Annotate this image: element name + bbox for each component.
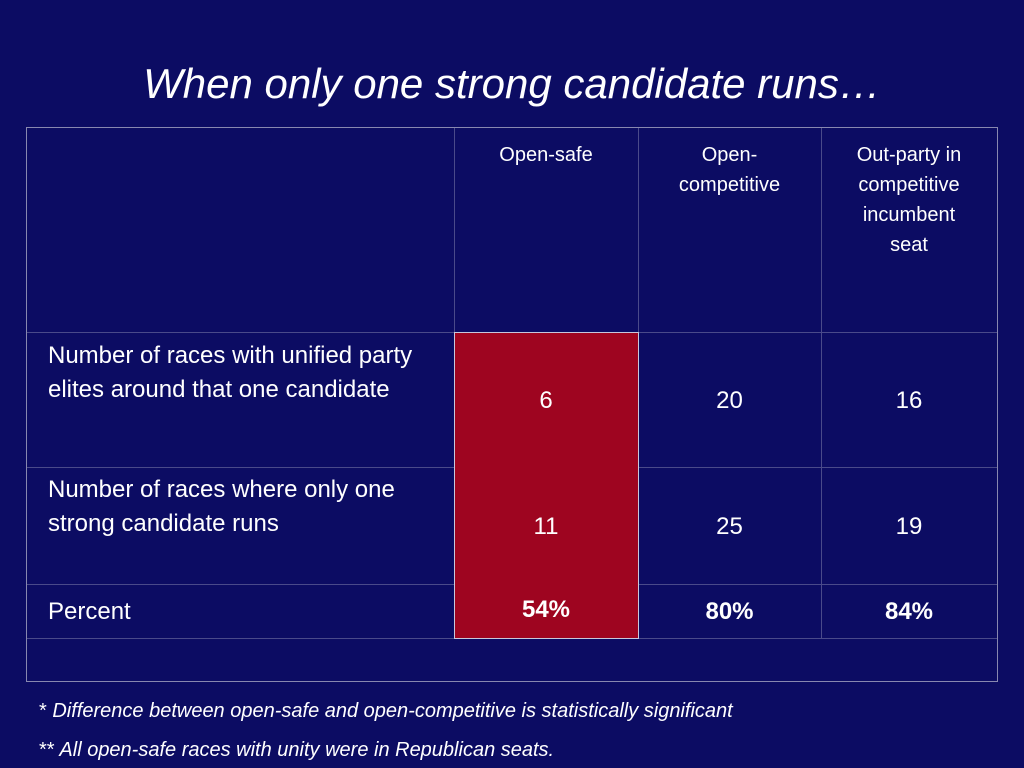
column-header-open-competitive: Open- competitive: [678, 144, 781, 196]
footnote-republican: ** All open-safe races with unity were i…: [39, 737, 554, 763]
column-header-out-party: Out-party in competitive incumbent seat: [856, 144, 962, 256]
row-label-percent: Percent: [48, 598, 131, 625]
footnote-significance: * Difference between open-safe and open-…: [39, 698, 733, 724]
results-table: Open-safe Open- competitive Out-party in…: [26, 127, 998, 682]
footnote-text: Difference between open-safe and open-co…: [52, 700, 733, 722]
footnote-mark: *: [39, 700, 47, 722]
cell-unified-open-competitive: 20: [716, 387, 743, 414]
footnote-mark: **: [39, 739, 55, 761]
cell-percent-open-competitive: 80%: [705, 598, 754, 625]
cell-percent-out-party: 84%: [884, 598, 934, 625]
cell-unified-out-party: 16: [895, 387, 923, 414]
row-label-one-strong: Number of races where only one strong ca…: [48, 476, 395, 537]
cell-one-strong-open-safe: 11: [533, 513, 559, 540]
footnote-text: All open-safe races with unity were in R…: [59, 739, 555, 761]
cell-one-strong-out-party: 19: [895, 513, 923, 540]
cell-unified-open-safe: 6: [539, 387, 553, 414]
open-safe-highlight: [454, 332, 639, 639]
cell-percent-open-safe: 54%: [521, 596, 571, 623]
slide-title: When only one strong candidate runs…: [143, 60, 881, 107]
column-header-open-safe: Open-safe: [499, 144, 593, 166]
cell-one-strong-open-competitive: 25: [716, 513, 743, 540]
row-label-unified: Number of races with unified party elite…: [48, 342, 413, 403]
grid-line: [821, 128, 822, 638]
